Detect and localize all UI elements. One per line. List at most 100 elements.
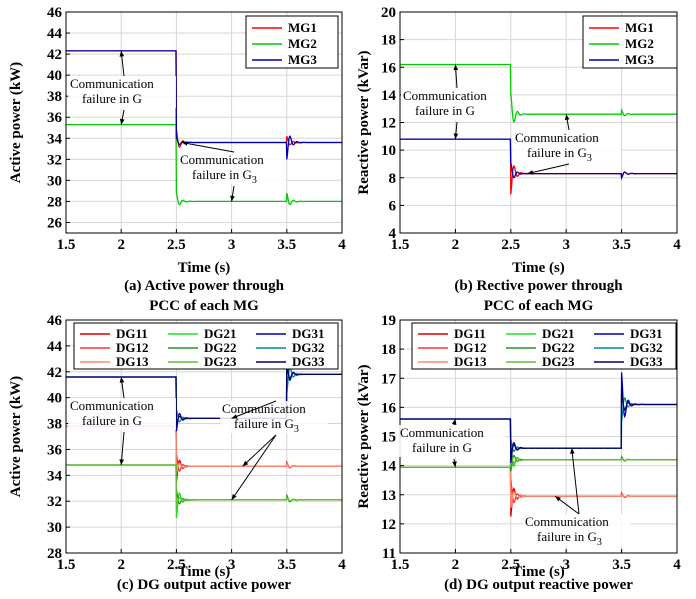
series-line-DG33 [66,363,342,424]
legend-box [582,15,678,69]
plot-frame [65,11,343,234]
y-tick-label: 17 [381,371,397,387]
x-tick-label: 1.5 [57,237,76,253]
series-line-MG2 [400,63,677,124]
annotation-arrowhead [242,460,249,467]
annotation-arrow [242,434,277,467]
x-tick-label: 3 [562,557,570,573]
annotation-arrowhead [119,376,125,383]
legend-box [73,322,339,370]
x-tick-label: 3.5 [277,237,296,253]
y-tick-label: 16 [381,400,397,416]
annotation-text: Communication [400,425,484,440]
legend-label-DG11: DG11 [454,326,486,341]
annotation-text: failure in G [82,91,142,106]
annotation-arrow [527,163,570,175]
x-tick-label: 4 [338,557,346,573]
y-tick-label: 42 [47,365,62,381]
annotation-text: failure in G3 [527,145,592,164]
annotation-arrowhead [181,141,188,146]
x-tick-label: 4 [673,237,681,253]
y-tick-label: 4 [389,226,397,242]
legend-label-DG32: DG32 [630,340,663,355]
annotation-text: Communication [515,130,599,145]
y-tick-label: 30 [47,173,62,189]
chart-panel-a: 1.5 2 2.5 3 3.5 4 26 28 30 32 34 36 38 40 42 44 46 Time (… [8,5,346,314]
annotation-text: Communication [180,152,264,167]
y-tick-label: 28 [47,546,62,562]
annotation-arrow [571,448,580,515]
annotation-arrowhead [452,461,457,468]
legend-label-MG1: MG1 [625,20,654,35]
y-axis-label: Reactive power (kVar) [356,364,372,508]
y-tick-label: 14 [381,88,397,104]
series-line-DG21 [66,464,342,519]
annotation-arrow [231,400,277,419]
annotation-arrowhead [564,114,570,121]
legend-label-DG11: DG11 [116,326,148,341]
x-tick-label: 2.5 [167,237,186,253]
y-tick-label: 46 [47,313,63,329]
y-tick-label: 36 [47,442,63,458]
y-tick-label: 40 [47,391,62,407]
legend-label-DG22: DG22 [542,340,575,355]
series-line-MG3 [66,50,342,160]
y-tick-label: 42 [47,47,62,63]
x-axis-label: Time (s) [178,564,231,580]
chart-panel-c: 1.5 2 2.5 3 3.5 4 28 30 32 34 36 38 40 42 44 46 Time (s)… [8,313,346,593]
x-axis-label: Time (s) [512,260,565,276]
annotation-arrowhead [231,494,237,500]
panel-caption: PCC of each MG [484,298,594,314]
annotation-arrowhead [570,448,575,454]
legend-label-DG23: DG23 [204,354,237,369]
legend-label-DG13: DG13 [116,354,149,369]
annotation-text: Communication [70,76,154,91]
annotation-text: Communication [222,401,306,416]
x-tick-label: 2 [452,237,460,253]
annotation-backdrop [513,130,621,162]
series-group [400,372,677,517]
x-axis-label: Time (s) [178,260,231,276]
panel-caption: (d) DG output reactive power [444,577,633,593]
y-tick-label: 36 [47,110,63,126]
y-tick-label: 32 [47,494,62,510]
y-tick-label: 28 [47,194,62,210]
x-tick-label: 1.5 [57,557,76,573]
panel-caption: (c) DG output active power [117,577,291,593]
annotation-backdrop [178,152,286,184]
legend: DG11 DG21 DG31 DG12 DG22 DG32 DG13 DG23 DG33 [73,322,339,370]
chart-panel-b: 1.5 2 2.5 3 3.5 4 4 6 8 10 12 14 16 18 20 Time (s) React… [356,5,681,314]
panel-caption: (a) Active power through [124,278,285,294]
y-tick-label: 40 [47,68,62,84]
chart-panel-d: 1.5 2 2.5 3 3.5 4 11 12 13 14 15 16 17 18 19 Time (s) Re… [356,313,681,593]
legend-label-DG13: DG13 [454,354,487,369]
annotation-text: failure in G3 [537,529,602,548]
x-tick-label: 2 [117,557,125,573]
y-tick-label: 38 [47,417,62,433]
legend-label-DG31: DG31 [630,326,663,341]
y-tick-label: 30 [47,520,62,536]
x-tick-label: 2.5 [167,557,186,573]
series-line-DG13 [400,466,677,509]
x-tick-label: 2 [452,557,460,573]
legend-label-DG32: DG32 [292,340,325,355]
legend: DG11 DG21 DG31 DG12 DG22 DG32 DG13 DG23 DG33 [411,322,677,370]
y-tick-label: 16 [381,60,397,76]
x-tick-label: 2.5 [501,237,520,253]
y-tick-label: 20 [381,5,396,21]
x-tick-label: 3.5 [277,557,296,573]
annotation-arrow [181,142,235,153]
annotation-text: Communication [525,514,609,529]
annotation-arrowhead [119,118,125,125]
annotation-text: failure in G [415,103,475,118]
y-tick-label: 15 [381,430,396,446]
x-tick-label: 3 [228,237,236,253]
y-tick-label: 13 [381,488,396,504]
